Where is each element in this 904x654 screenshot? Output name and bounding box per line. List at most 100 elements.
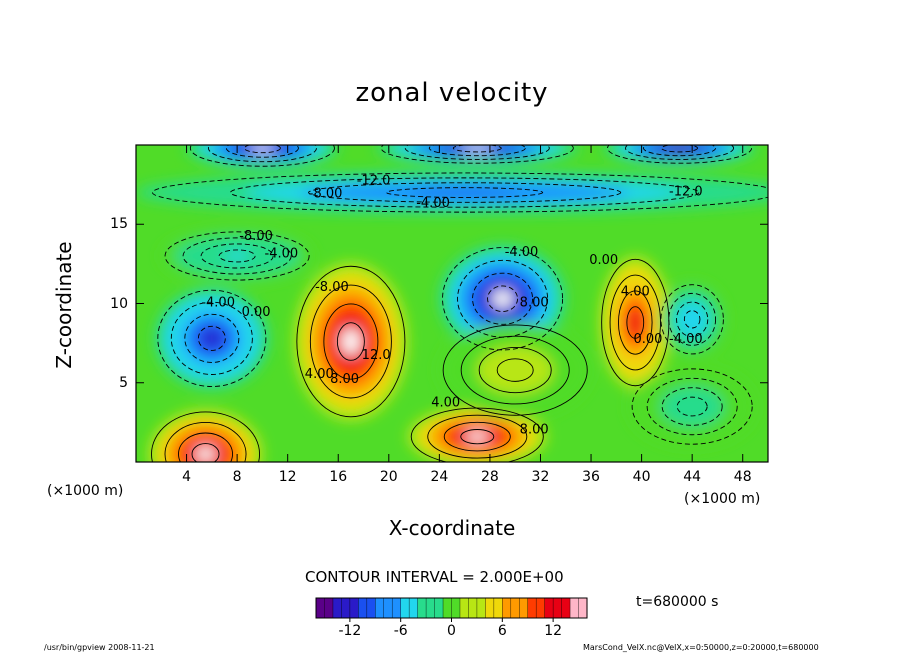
contour-7-0: [152, 172, 768, 213]
contour-label-2: -4.00: [416, 196, 450, 211]
field-blob-11-level-5: [224, 251, 250, 261]
x-tick-label-0: 4: [182, 469, 192, 485]
contour-5-2: [472, 272, 534, 325]
x-unit-label-left: (×1000 m): [47, 483, 124, 499]
contour-label-1: -8.00: [309, 186, 343, 201]
contour-label-7: -4.00: [201, 296, 235, 311]
field-blob-8-level-5: [249, 145, 276, 152]
colorbar-segment-31: [578, 598, 588, 618]
contour-5-0: [442, 247, 564, 351]
field-blob-4-level-5: [202, 329, 222, 347]
contour-6-3: [683, 310, 701, 329]
contour-13-0: [631, 368, 753, 445]
colorbar-segment-26: [536, 598, 546, 618]
contour-7-2: [308, 182, 622, 203]
contour-2-2: [323, 303, 379, 380]
colorbar-segment-10: [400, 598, 410, 618]
colorbar-segment-13: [426, 598, 436, 618]
colorbar-segment-0: [316, 598, 326, 618]
contour-1-0: [410, 407, 544, 462]
x-tick-label-11: 48: [733, 469, 752, 485]
contour-3-2: [618, 290, 653, 355]
contour-9-1: [404, 145, 550, 160]
contour-6-0: [660, 284, 724, 355]
contour-label-10: 8.00: [520, 296, 549, 311]
y-tick-label-2: 15: [110, 216, 128, 233]
contour-7-1: [230, 177, 700, 208]
colorbar-segment-2: [332, 598, 343, 618]
colorbar-segment-19: [476, 598, 486, 618]
x-unit-label-right: (×1000 m): [684, 491, 761, 507]
colorbar-segment-30: [570, 598, 580, 618]
contour-label-11: 0.00: [589, 253, 618, 268]
contour-10-3: [661, 145, 698, 153]
colorbar-segment-4: [349, 598, 359, 618]
x-tick-label-1: 8: [232, 469, 242, 485]
contour-interval-text: CONTOUR INTERVAL = 2.000E+00: [305, 568, 564, 586]
contour-label-3: -12.0: [669, 185, 703, 200]
contour-0-2: [178, 432, 233, 462]
contour-12-3: [496, 358, 534, 382]
contour-4-2: [184, 313, 240, 363]
contour-6-2: [676, 301, 709, 338]
x-tick-label-2: 12: [278, 469, 297, 485]
contour-7-3: [386, 187, 544, 198]
contour-0-0: [151, 411, 260, 462]
contour-11-0: [164, 231, 310, 281]
contour-2-0: [296, 265, 406, 418]
contour-label-15: 12.0: [362, 348, 391, 363]
colorbar-segment-7: [375, 598, 385, 618]
contour-13-3: [676, 396, 708, 417]
x-axis-label: X-coordinate: [388, 516, 516, 540]
contour-label-17: 4.00: [305, 367, 334, 382]
colorbar-segment-21: [493, 598, 503, 618]
contour-8-3: [243, 145, 281, 154]
contour-0-3: [191, 443, 220, 462]
footer-right: MarsCond_VelX.nc@VelX,x=0:50000,z=0:2000…: [583, 643, 819, 652]
contour-label-12: 4.00: [621, 285, 650, 300]
field-blob-7-level-5: [409, 189, 520, 196]
colorbar-tick-label-2: 0: [447, 623, 456, 639]
field-blob-3-level-5: [629, 311, 642, 334]
x-tick-label-7: 32: [531, 469, 550, 485]
contour-8-2: [225, 145, 299, 158]
field-blob-13-level-5: [681, 399, 703, 414]
colorbar-segment-25: [527, 598, 537, 618]
contour-12-0: [442, 324, 588, 416]
contour-8-1: [207, 145, 317, 163]
contour-11-1: [182, 237, 292, 275]
contour-1-1: [427, 414, 528, 459]
colorbar-segment-27: [544, 598, 554, 618]
x-tick-label-10: 44: [683, 469, 702, 485]
colorbar-segment-3: [341, 598, 351, 618]
contour-12-2: [478, 347, 552, 394]
x-tick-label-9: 40: [632, 469, 651, 485]
colorbar-segment-1: [324, 598, 334, 618]
y-tick-label-1: 10: [110, 295, 128, 312]
contour-label-4: -8.00: [239, 229, 273, 244]
axis-ticks: [136, 145, 768, 462]
contour-11-2: [200, 243, 274, 269]
contour-1-3: [460, 429, 495, 445]
field-blob-9-level-5: [460, 145, 495, 151]
contour-11-3: [218, 249, 256, 263]
contour-1-2: [443, 421, 511, 452]
field-blob-5-level-5: [492, 289, 514, 308]
x-tick-label-6: 28: [480, 469, 499, 485]
contour-label-19: 8.00: [520, 422, 549, 437]
contour-label-13: 0.00: [633, 332, 662, 347]
contour-2-1: [309, 284, 392, 399]
contour-13-1: [646, 377, 738, 436]
colorbar-segment-22: [502, 598, 512, 618]
contour-2-3: [336, 322, 365, 361]
colorbar-segment-28: [553, 598, 563, 618]
contour-10-2: [643, 145, 716, 157]
contour-label-8: 0.00: [242, 305, 271, 320]
chart-title: zonal velocity: [355, 78, 549, 108]
contour-3-1: [609, 274, 661, 371]
contour-label-9: -4.00: [505, 245, 539, 260]
time-label: t=680000 s: [636, 594, 719, 610]
colorbar-segment-24: [519, 598, 529, 618]
colorbar-segment-15: [443, 598, 453, 618]
